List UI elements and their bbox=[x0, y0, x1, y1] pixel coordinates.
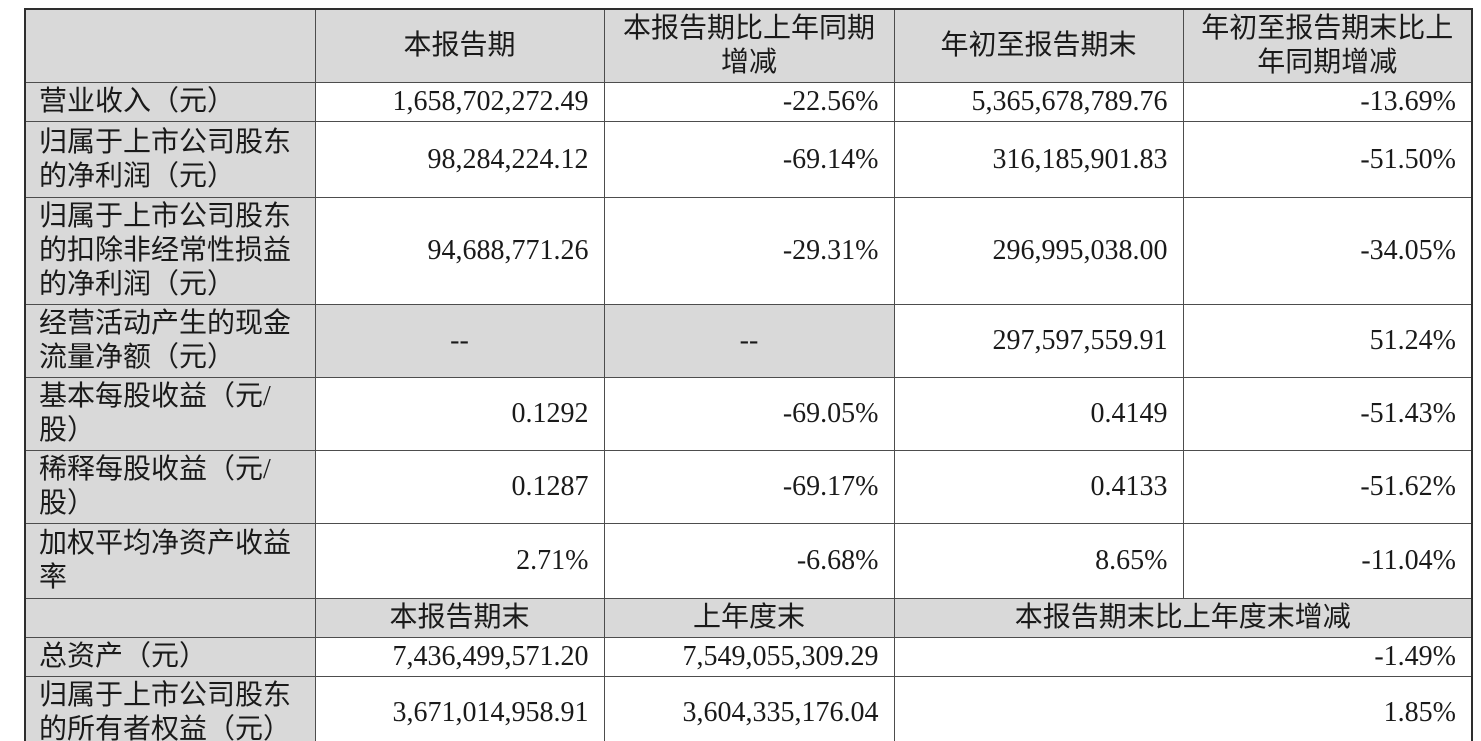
row-equity-attributable: 归属于上市公司股东的所有者权益（元） 3,671,014,958.91 3,60… bbox=[24, 676, 1473, 741]
value-cell: -69.14% bbox=[603, 121, 895, 198]
value-cell: 98,284,224.12 bbox=[314, 121, 605, 198]
value-cell: -69.05% bbox=[603, 377, 895, 451]
value-cell: -22.56% bbox=[603, 82, 895, 122]
col-header-period-end-vs-prior: 本报告期末比上年度末增减 bbox=[893, 598, 1473, 638]
row-label: 营业收入（元） bbox=[24, 82, 316, 122]
row-label: 基本每股收益（元/股） bbox=[24, 377, 316, 451]
value-cell: 297,597,559.91 bbox=[893, 304, 1184, 378]
row-basic-eps: 基本每股收益（元/股） 0.1292 -69.05% 0.4149 -51.43… bbox=[24, 377, 1473, 451]
value-cell: -51.50% bbox=[1182, 121, 1473, 198]
value-cell: -11.04% bbox=[1182, 523, 1473, 599]
value-cell: -13.69% bbox=[1182, 82, 1473, 122]
row-operating-revenue: 营业收入（元） 1,658,702,272.49 -22.56% 5,365,6… bbox=[24, 82, 1473, 122]
row-total-assets: 总资产（元） 7,436,499,571.20 7,549,055,309.29… bbox=[24, 637, 1473, 677]
value-cell: -51.43% bbox=[1182, 377, 1473, 451]
value-cell: 296,995,038.00 bbox=[893, 197, 1184, 305]
value-cell: -69.17% bbox=[603, 450, 895, 524]
value-cell-na: -- bbox=[314, 304, 605, 378]
financial-summary-table: 本报告期 本报告期比上年同期增减 年初至报告期末 年初至报告期末比上年同期增减 … bbox=[24, 8, 1473, 741]
value-cell: 0.4133 bbox=[893, 450, 1184, 524]
value-cell: 2.71% bbox=[314, 523, 605, 599]
value-cell: 94,688,771.26 bbox=[314, 197, 605, 305]
row-label: 加权平均净资产收益率 bbox=[24, 523, 316, 599]
value-cell: 316,185,901.83 bbox=[893, 121, 1184, 198]
row-label: 经营活动产生的现金流量净额（元） bbox=[24, 304, 316, 378]
col-header-period-end: 本报告期末 bbox=[314, 598, 605, 638]
row-weighted-avg-roe: 加权平均净资产收益率 2.71% -6.68% 8.65% -11.04% bbox=[24, 523, 1473, 599]
corner-cell bbox=[24, 598, 316, 638]
value-cell: -51.62% bbox=[1182, 450, 1473, 524]
corner-cell bbox=[24, 8, 316, 83]
value-cell: -1.49% bbox=[893, 637, 1473, 677]
value-cell: 8.65% bbox=[893, 523, 1184, 599]
col-header-prior-year-end: 上年度末 bbox=[603, 598, 895, 638]
value-cell: 3,671,014,958.91 bbox=[314, 676, 605, 741]
value-cell: 7,436,499,571.20 bbox=[314, 637, 605, 677]
value-cell: -29.31% bbox=[603, 197, 895, 305]
col-header-year-to-date-yoy: 年初至报告期末比上年同期增减 bbox=[1182, 8, 1473, 83]
value-cell: 0.1292 bbox=[314, 377, 605, 451]
value-cell: 1.85% bbox=[893, 676, 1473, 741]
row-operating-cash-flow: 经营活动产生的现金流量净额（元） -- -- 297,597,559.91 51… bbox=[24, 304, 1473, 378]
value-cell: 0.4149 bbox=[893, 377, 1184, 451]
row-label: 归属于上市公司股东的扣除非经常性损益的净利润（元） bbox=[24, 197, 316, 305]
row-net-profit-attributable: 归属于上市公司股东的净利润（元） 98,284,224.12 -69.14% 3… bbox=[24, 121, 1473, 198]
value-cell: 5,365,678,789.76 bbox=[893, 82, 1184, 122]
value-cell: 51.24% bbox=[1182, 304, 1473, 378]
value-cell: 3,604,335,176.04 bbox=[603, 676, 895, 741]
row-label: 归属于上市公司股东的所有者权益（元） bbox=[24, 676, 316, 741]
row-label: 总资产（元） bbox=[24, 637, 316, 677]
col-header-year-to-date: 年初至报告期末 bbox=[893, 8, 1184, 83]
subheader-row: 本报告期末 上年度末 本报告期末比上年度末增减 bbox=[24, 598, 1473, 638]
col-header-current-period-yoy: 本报告期比上年同期增减 bbox=[603, 8, 895, 83]
value-cell: -6.68% bbox=[603, 523, 895, 599]
value-cell: 0.1287 bbox=[314, 450, 605, 524]
value-cell: -34.05% bbox=[1182, 197, 1473, 305]
value-cell: 7,549,055,309.29 bbox=[603, 637, 895, 677]
row-label: 稀释每股收益（元/股） bbox=[24, 450, 316, 524]
row-label: 归属于上市公司股东的净利润（元） bbox=[24, 121, 316, 198]
value-cell: 1,658,702,272.49 bbox=[314, 82, 605, 122]
row-diluted-eps: 稀释每股收益（元/股） 0.1287 -69.17% 0.4133 -51.62… bbox=[24, 450, 1473, 524]
header-row: 本报告期 本报告期比上年同期增减 年初至报告期末 年初至报告期末比上年同期增减 bbox=[24, 8, 1473, 83]
value-cell-na: -- bbox=[603, 304, 895, 378]
row-net-profit-excl-nonrecurring: 归属于上市公司股东的扣除非经常性损益的净利润（元） 94,688,771.26 … bbox=[24, 197, 1473, 305]
col-header-current-period: 本报告期 bbox=[314, 8, 605, 83]
